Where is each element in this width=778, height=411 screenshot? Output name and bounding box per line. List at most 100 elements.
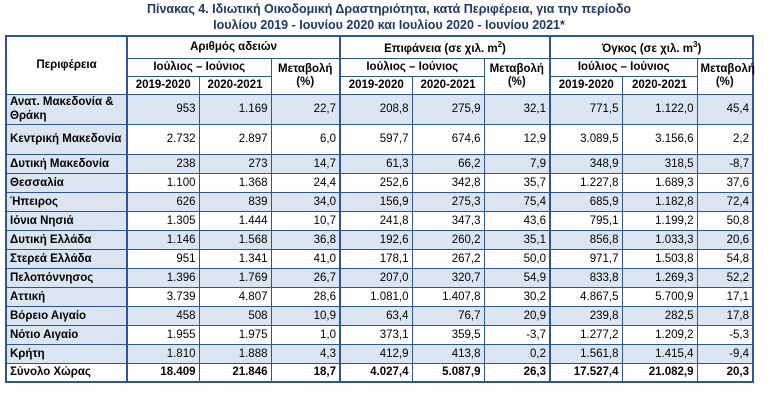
cell-o2: 1.415,4	[621, 343, 698, 364]
region-name: Κρήτη	[5, 343, 128, 364]
cell-ec: 43,6	[483, 210, 551, 231]
cell-ec: 75,4	[483, 191, 551, 212]
cell-a1: 626	[126, 191, 200, 212]
cell-e2: 260,2	[411, 229, 485, 250]
cell-o1: 239,8	[549, 305, 623, 326]
cell-o1: 771,5	[549, 93, 623, 125]
cell-oc: -9,4	[696, 343, 754, 364]
cell-a1: 458	[126, 305, 200, 326]
header-change-volume: Μεταβολή (%)	[696, 57, 755, 95]
cell-a2: 508	[198, 305, 272, 326]
cell-e1: 1.081,0	[339, 286, 413, 307]
total-label: Σύνολο Χώρας	[5, 362, 128, 383]
header-year-2: 2020-2021	[411, 75, 485, 95]
cell-o1: 971,7	[549, 248, 623, 269]
cell-a1: 1.305	[126, 210, 200, 231]
table-row: Αττική 3.739 4.807 28,6 1.081,0 1.407,8 30,2 4.…	[5, 286, 754, 307]
cell-ec: 32,1	[483, 93, 551, 125]
cell-ec: -3,7	[483, 324, 551, 345]
cell-ac: 36,8	[270, 229, 341, 250]
cell-e2: 342,8	[411, 172, 485, 193]
cell-o1: 795,1	[549, 210, 623, 231]
table-row: Δυτική Μακεδονία 238 273 14,7 61,3 66,2 7,9 348…	[5, 153, 754, 174]
cell-ac: 4,3	[270, 343, 341, 364]
cell-a1: 2.732	[126, 123, 200, 155]
cell-ac: 41,0	[270, 248, 341, 269]
table-row: Θεσσαλία 1.100 1.368 24,4 252,6 342,8 35,7 1.22…	[5, 172, 754, 193]
cell-oc: 45,4	[696, 93, 754, 125]
cell-o2: 318,5	[621, 153, 698, 174]
cell-e1: 207,0	[339, 267, 413, 288]
total-o1: 17.527,4	[549, 362, 623, 383]
region-name: Ήπειρος	[5, 191, 128, 212]
total-o2: 21.082,9	[621, 362, 698, 383]
cell-e1: 63,4	[339, 305, 413, 326]
table-row: Βόρειο Αιγαίο 458 508 10,9 63,4 76,7 20,9 239,8…	[5, 305, 754, 326]
cell-o2: 1.182,8	[621, 191, 698, 212]
cell-o1: 1.561,8	[549, 343, 623, 364]
cell-o2: 1.689,3	[621, 172, 698, 193]
cell-e1: 597,7	[339, 123, 413, 155]
cell-a2: 1.341	[198, 248, 272, 269]
header-year-1: 2019-2020	[339, 75, 413, 95]
cell-a1: 3.739	[126, 286, 200, 307]
cell-oc: 20,6	[696, 229, 754, 250]
cell-o1: 856,8	[549, 229, 623, 250]
cell-o1: 685,9	[549, 191, 623, 212]
cell-o2: 1.122,0	[621, 93, 698, 125]
cell-o2: 1.209,2	[621, 324, 698, 345]
cell-e1: 241,8	[339, 210, 413, 231]
total-ec: 26,3	[483, 362, 551, 383]
cell-e2: 76,7	[411, 305, 485, 326]
cell-o1: 833,8	[549, 267, 623, 288]
header-year-1: 2019-2020	[126, 75, 200, 95]
cell-ac: 1,0	[270, 324, 341, 345]
cell-e2: 320,7	[411, 267, 485, 288]
cell-o2: 1.269,3	[621, 267, 698, 288]
cell-e2: 347,3	[411, 210, 485, 231]
title-line-2: Ιουλίου 2019 - Ιουνίου 2020 και Ιουλίου …	[213, 18, 565, 32]
cell-e1: 252,6	[339, 172, 413, 193]
cell-a2: 839	[198, 191, 272, 212]
cell-e1: 178,1	[339, 248, 413, 269]
region-name: Πελοπόννησος	[5, 267, 128, 288]
statistics-table: Περιφέρεια Αριθμός αδειών Επιφάνεια (σε …	[5, 35, 755, 383]
cell-e2: 66,2	[411, 153, 485, 174]
cell-ac: 14,7	[270, 153, 341, 174]
cell-ec: 30,2	[483, 286, 551, 307]
cell-o1: 1.277,2	[549, 324, 623, 345]
cell-o1: 348,9	[549, 153, 623, 174]
cell-a2: 2.897	[198, 123, 272, 155]
cell-ac: 6,0	[270, 123, 341, 155]
table-row: Κεντρική Μακεδονία 2.732 2.897 6,0 597,7 674,…	[5, 123, 754, 155]
cell-a1: 238	[126, 153, 200, 174]
cell-e1: 412,9	[339, 343, 413, 364]
cell-ec: 35,1	[483, 229, 551, 250]
cell-a2: 4.807	[198, 286, 272, 307]
cell-e1: 373,1	[339, 324, 413, 345]
header-period-volume: Ιούλιος – Ιούνιος	[549, 57, 698, 77]
region-name: Θεσσαλία	[5, 172, 128, 193]
cell-oc: 50,8	[696, 210, 754, 231]
cell-a2: 273	[198, 153, 272, 174]
region-name: Κεντρική Μακεδονία	[5, 123, 128, 155]
cell-ec: 50,0	[483, 248, 551, 269]
cell-a2: 1.368	[198, 172, 272, 193]
cell-o2: 1.199,2	[621, 210, 698, 231]
region-name: Αττική	[5, 286, 128, 307]
header-area: Επιφάνεια (σε χιλ. m2)	[338, 35, 551, 59]
cell-a1: 953	[126, 93, 200, 125]
header-year-2: 2020-2021	[198, 75, 272, 95]
region-name: Δυτική Ελλάδα	[5, 229, 128, 250]
cell-ac: 28,6	[270, 286, 341, 307]
table-row: Ήπειρος 626 839 34,0 156,9 275,3 75,4 685,9 1.18…	[5, 191, 754, 212]
title-line-1: Πίνακας 4. Ιδιωτική Οικοδομική Δραστηριό…	[146, 2, 632, 16]
cell-a2: 1.169	[198, 93, 272, 125]
total-ac: 18,7	[270, 362, 341, 383]
cell-a2: 1.975	[198, 324, 272, 345]
cell-oc: 54,8	[696, 248, 754, 269]
table-row: Στερεά Ελλάδα 951 1.341 41,0 178,1 267,2 50,0 9…	[5, 248, 754, 269]
cell-o1: 4.867,5	[549, 286, 623, 307]
cell-o2: 1.503,8	[621, 248, 698, 269]
cell-ec: 0,2	[483, 343, 551, 364]
